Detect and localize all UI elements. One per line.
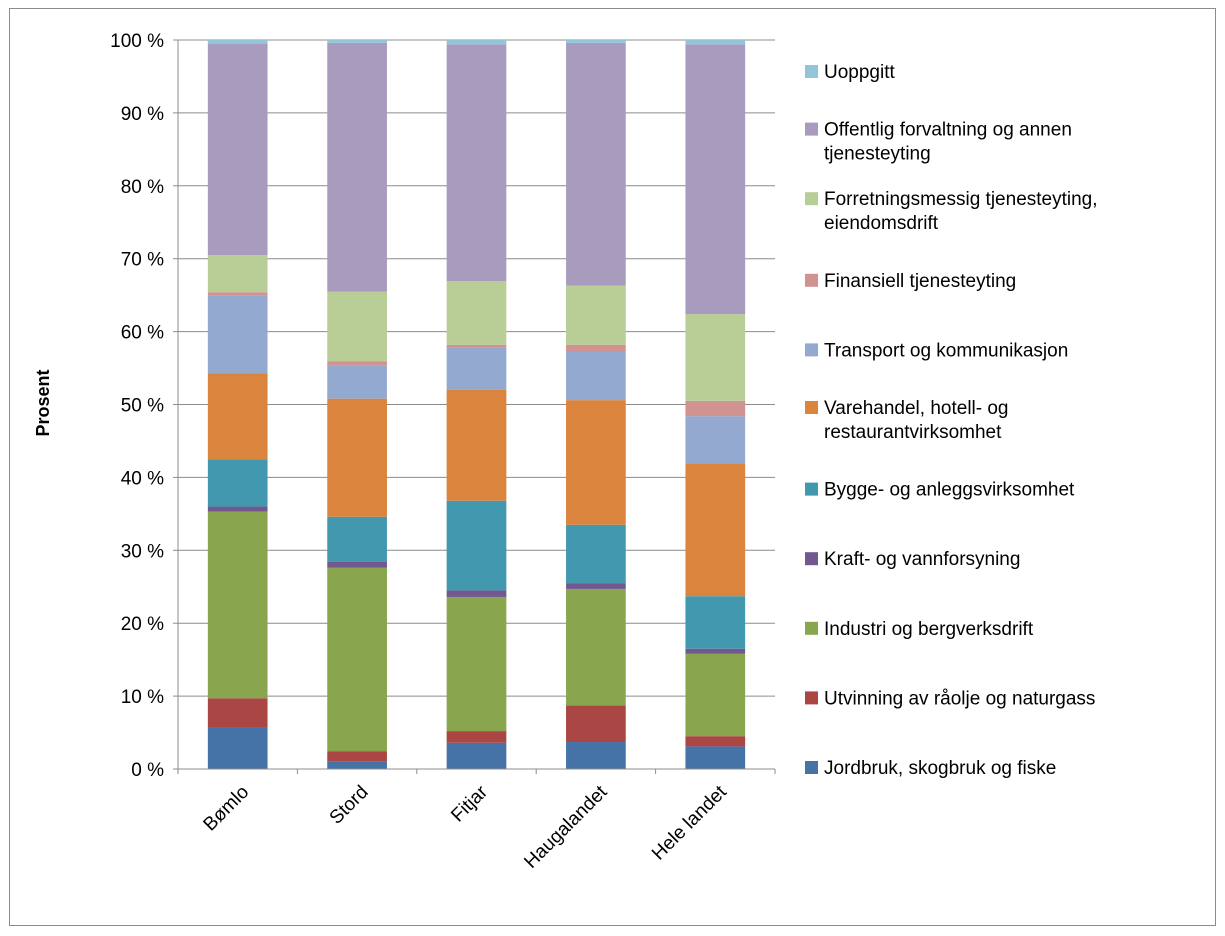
bar-segment xyxy=(685,648,746,654)
y-tick-label: 90 % xyxy=(121,104,164,125)
legend-label: Kraft- og vannforsyning xyxy=(824,549,1020,570)
bar-segment xyxy=(685,416,746,464)
legend-swatch xyxy=(805,273,818,287)
y-tick-label: 20 % xyxy=(121,614,164,635)
legend-swatch xyxy=(805,552,818,566)
bar-segment xyxy=(685,44,746,315)
bar-segment xyxy=(327,365,387,399)
y-tick-label: 50 % xyxy=(121,396,164,417)
bar-segment xyxy=(207,292,268,296)
bar-segment xyxy=(685,736,746,747)
legend-label: Finansiell tjenesteyting xyxy=(824,271,1016,292)
bar-segment xyxy=(446,596,507,732)
x-tick-label: Bømlo xyxy=(200,782,254,836)
y-tick-label: 60 % xyxy=(121,323,164,344)
legend-label: Forretningsmessig tjenesteyting, eiendoms… xyxy=(824,189,1098,234)
bar-segment xyxy=(327,361,387,366)
y-tick-label: 10 % xyxy=(121,687,164,708)
bar-segment xyxy=(685,314,746,401)
legend-label: Transport og kommunikasjon xyxy=(824,340,1068,361)
bar-segment xyxy=(685,40,746,45)
bar-segment xyxy=(566,285,626,345)
legend-label: Bygge- og anleggsvirksomhet xyxy=(824,480,1075,501)
bar-segment xyxy=(446,590,507,597)
bar-segment xyxy=(566,40,626,43)
chart-area: 0 % 10 % 20 % 30 % 40 % 50 % 60 % 70 % 80 % 90 % 1… xyxy=(9,8,1216,926)
bar-segment xyxy=(685,653,746,737)
legend-label: Varehandel, hotell- og restaurantvirksomh… xyxy=(824,398,1009,443)
x-tick-label: Stord xyxy=(326,782,373,829)
legend-label: Offentlig forvaltning og annen tjenesteyt… xyxy=(824,120,1072,165)
legend-label: Jordbruk, skogbruk og fiske xyxy=(824,758,1056,779)
bar-segment xyxy=(327,42,387,292)
bar-segment xyxy=(566,352,626,401)
bar-segment xyxy=(446,500,507,591)
bar-segment xyxy=(446,40,507,45)
bars xyxy=(207,40,746,769)
bar-segment xyxy=(446,44,507,282)
bar-segment xyxy=(685,596,746,649)
y-tick-label: 0 % xyxy=(131,760,164,781)
bar-segment xyxy=(327,751,387,762)
legend-swatch xyxy=(805,192,818,206)
bar-segment xyxy=(685,746,746,769)
legend-swatch xyxy=(805,122,818,136)
y-tick-label: 40 % xyxy=(121,468,164,489)
bar-segment xyxy=(685,400,746,417)
legend: Uoppgitt Offentlig forvaltning og annen tj… xyxy=(805,62,1098,779)
bar-segment xyxy=(207,511,268,699)
legend-swatch xyxy=(805,401,818,414)
bar-segment xyxy=(327,516,387,562)
bar-segment xyxy=(327,291,387,362)
bar-segment xyxy=(566,588,626,706)
bar-segment xyxy=(207,40,268,44)
bar-segment xyxy=(207,727,268,769)
bar-segment xyxy=(566,400,626,525)
bar-segment xyxy=(207,698,268,728)
bar-segment xyxy=(327,561,387,568)
legend-swatch xyxy=(805,691,818,705)
y-tick-label: 100 % xyxy=(110,31,164,52)
x-tick-label: Fitjar xyxy=(447,781,492,826)
y-tick-label: 30 % xyxy=(121,541,164,562)
bar-segment xyxy=(566,583,626,589)
bar-segment xyxy=(566,42,626,286)
legend-swatch xyxy=(805,65,818,78)
legend-swatch xyxy=(805,343,818,357)
bar-segment xyxy=(207,506,268,512)
bar-segment xyxy=(446,742,507,769)
legend-label: Utvinning av råolje og naturgass xyxy=(824,688,1095,709)
x-tick-label: Hele landet xyxy=(648,781,731,864)
bar-segment xyxy=(327,567,387,752)
bar-segment xyxy=(327,761,387,769)
bar-segment xyxy=(207,255,268,293)
y-tick-label: 80 % xyxy=(121,177,164,198)
bar-segment xyxy=(446,344,507,348)
bar-segment xyxy=(566,705,626,743)
bar-segment xyxy=(446,347,507,390)
y-tick-label: 70 % xyxy=(121,250,164,271)
bar-segment xyxy=(207,295,268,374)
legend-label: Uoppgitt xyxy=(824,62,895,83)
bar-segment xyxy=(566,344,626,353)
y-axis-title: Prosent xyxy=(33,369,53,436)
bar-segment xyxy=(207,459,268,507)
x-tick-label: Haugalandet xyxy=(520,781,612,873)
bar-segment xyxy=(446,389,507,501)
bar-segment xyxy=(566,524,626,584)
bar-segment xyxy=(446,731,507,743)
legend-label: Industri og bergverksdrift xyxy=(824,619,1034,640)
bar-segment xyxy=(207,373,268,460)
legend-swatch xyxy=(805,761,818,774)
bar-segment xyxy=(566,742,626,769)
bar-segment xyxy=(207,43,268,256)
legend-swatch xyxy=(805,621,818,635)
bar-segment xyxy=(446,281,507,345)
stacked-bar-chart: 0 % 10 % 20 % 30 % 40 % 50 % 60 % 70 % 80 % 90 % 1… xyxy=(33,31,1098,873)
bar-segment xyxy=(327,398,387,517)
bar-segment xyxy=(685,463,746,597)
bar-segment xyxy=(327,40,387,43)
legend-swatch xyxy=(805,482,818,496)
